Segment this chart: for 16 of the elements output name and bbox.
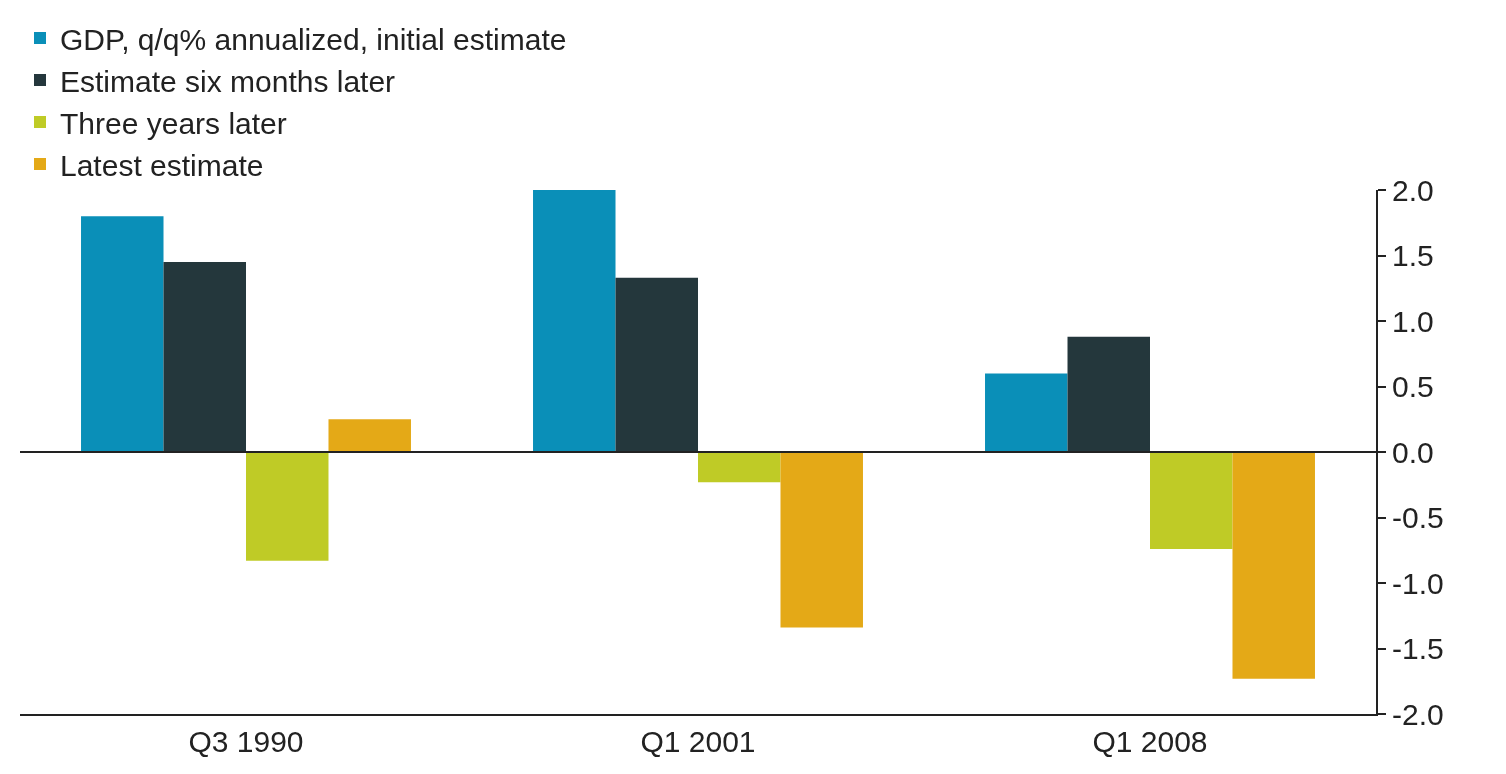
x-tick-label: Q1 2001: [640, 725, 756, 758]
y-tick-label: -1.5: [1392, 632, 1444, 665]
y-tick-label: -0.5: [1392, 501, 1444, 534]
y-tick-label: 0.0: [1392, 435, 1434, 469]
y-tick-label: 1.0: [1392, 304, 1434, 338]
x-tick-label: Q3 1990: [188, 725, 304, 758]
legend-label: Three years later: [60, 106, 287, 140]
y-tick-label: -1.0: [1392, 566, 1444, 600]
x-tick-label: Q1 2008: [1092, 725, 1208, 758]
legend-label: Estimate six months later: [60, 64, 396, 98]
y-tick-label: 1.5: [1392, 239, 1434, 272]
y-tick-label: -2.0: [1392, 697, 1444, 731]
y-tick-label: 0.5: [1392, 370, 1434, 403]
legend-label: GDP, q/q% annualized, initial estimate: [60, 22, 567, 56]
legend-label: Latest estimate: [60, 148, 264, 182]
y-tick-label: 2.0: [1392, 173, 1434, 207]
